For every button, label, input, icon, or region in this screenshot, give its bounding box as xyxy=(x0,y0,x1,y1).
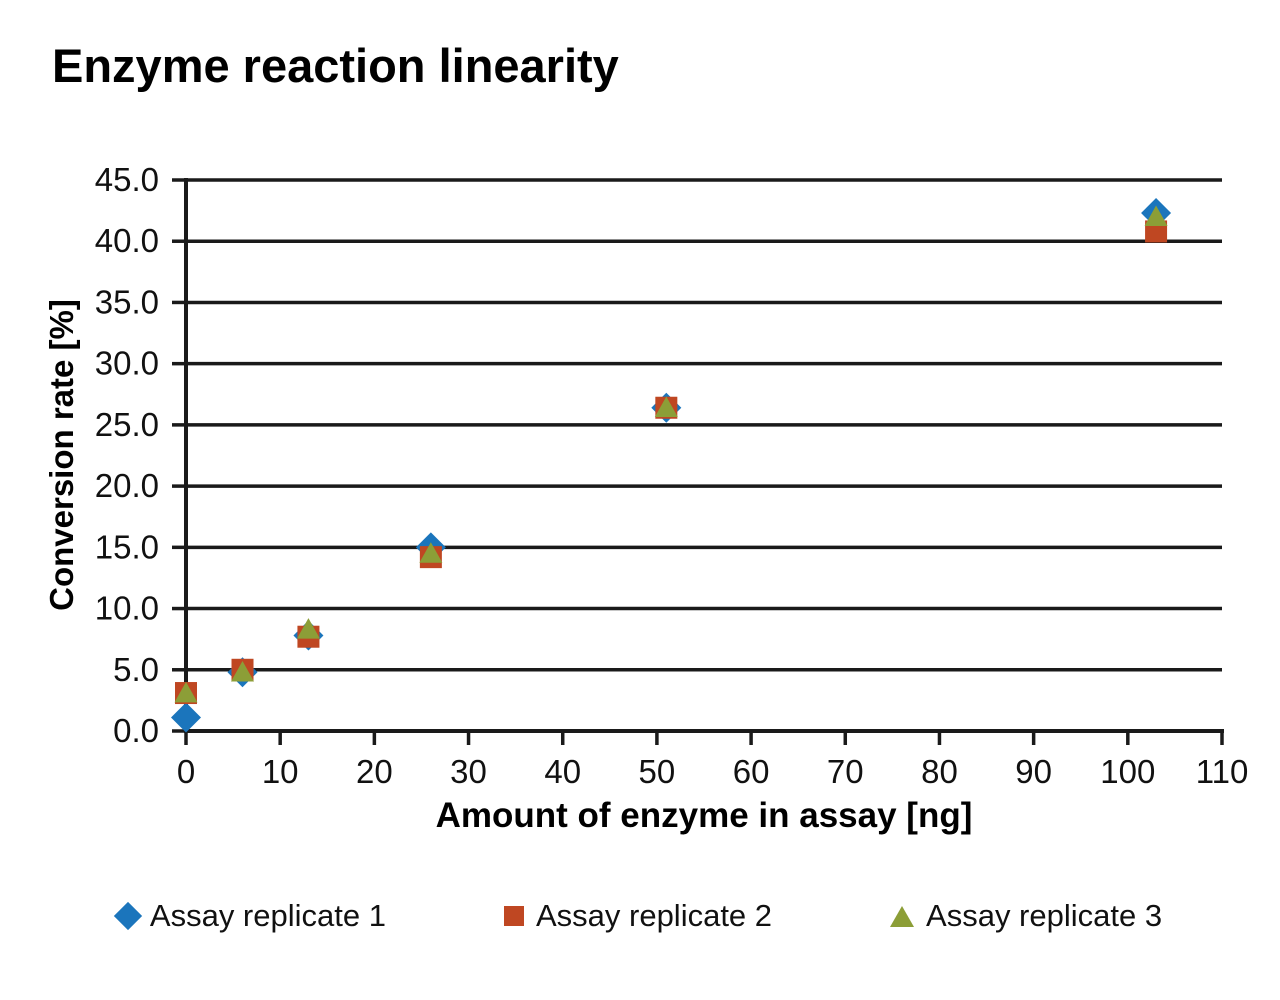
triangle-marker-icon xyxy=(890,905,915,927)
x-tick-label: 80 xyxy=(921,753,958,790)
x-tick-label: 0 xyxy=(177,753,195,790)
x-tick-label: 20 xyxy=(356,753,393,790)
y-tick-label: 45.0 xyxy=(95,161,159,198)
y-tick-label: 10.0 xyxy=(95,590,159,627)
data-point-triangle xyxy=(654,396,678,418)
legend-label: Assay replicate 2 xyxy=(535,898,773,933)
diamond-marker-icon xyxy=(113,901,143,931)
y-tick-label: 40.0 xyxy=(95,222,159,259)
x-tick-label: 10 xyxy=(262,753,299,790)
y-tick-label: 5.0 xyxy=(113,651,159,688)
x-tick-label: 40 xyxy=(544,753,581,790)
data-point-triangle xyxy=(419,542,443,563)
y-tick-label: 20.0 xyxy=(95,467,159,504)
y-axis-title: Conversion rate [%] xyxy=(43,299,80,611)
legend-label: Assay replicate 1 xyxy=(149,898,386,933)
legend-item-replicate-3: Assay replicate 3 xyxy=(890,898,1162,934)
data-point-triangle xyxy=(231,661,255,682)
y-tick-label: 15.0 xyxy=(95,528,159,565)
legend: Assay replicate 1 Assay replicate 2 Assa… xyxy=(0,898,1280,934)
data-point-triangle xyxy=(1144,205,1168,227)
y-tick-label: 0.0 xyxy=(113,712,159,749)
scatter-plot: 0.0 5.0 10.0 15.0 20.0 25.0 30.0 35.0 40.0 45.0 0 1… xyxy=(95,161,1249,790)
x-tick-label: 70 xyxy=(827,753,864,790)
x-tick-label: 60 xyxy=(733,753,770,790)
legend-label: Assay replicate 3 xyxy=(926,898,1163,933)
y-tick-label: 35.0 xyxy=(95,283,159,320)
x-tick-label: 90 xyxy=(1015,753,1052,790)
data-point-diamond xyxy=(171,702,201,733)
chart-title: Enzyme reaction linearity xyxy=(52,39,619,92)
square-marker-icon xyxy=(503,906,524,926)
data-point-triangle xyxy=(174,681,198,703)
legend-item-replicate-1: Assay replicate 1 xyxy=(113,898,386,934)
legend-item-replicate-2: Assay replicate 2 xyxy=(503,898,773,934)
x-tick-label: 30 xyxy=(450,753,487,790)
y-tick-label: 25.0 xyxy=(95,406,159,443)
data-point-triangle xyxy=(296,618,320,639)
x-axis-title: Amount of enzyme in assay [ng] xyxy=(435,796,973,835)
x-tick-label: 100 xyxy=(1100,753,1155,790)
x-tick-label: 50 xyxy=(639,753,676,790)
x-tick-label: 110 xyxy=(1196,753,1249,790)
y-tick-label: 30.0 xyxy=(95,345,159,382)
